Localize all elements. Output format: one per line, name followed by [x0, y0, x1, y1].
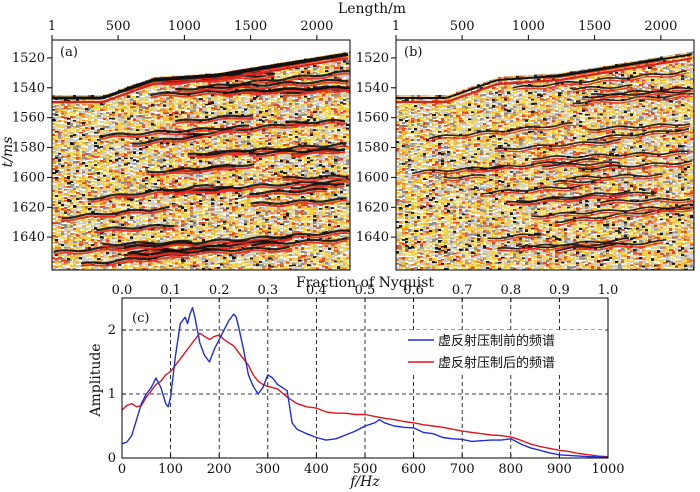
length-axis-title: Length/m	[338, 1, 406, 17]
length-tick-label: 1	[48, 19, 56, 34]
panel-b-frame	[395, 39, 695, 271]
legend-box	[402, 330, 602, 374]
frequency-tick-label: 500	[353, 462, 378, 477]
amplitude-tick-label: 0	[108, 451, 116, 466]
panel-a-frame	[51, 39, 351, 271]
amplitude-tick-label: 2	[108, 323, 116, 338]
nyquist-tick-label: 0.0	[112, 283, 133, 298]
length-tick-label: 2000	[644, 19, 677, 34]
nyquist-tick-label: 1.0	[598, 283, 619, 298]
time-tick-label: 1600	[356, 170, 389, 185]
chart-frame	[121, 297, 609, 459]
length-tick-label: 1	[392, 19, 400, 34]
time-tick-label: 1620	[12, 200, 45, 215]
time-tick-label: 1520	[12, 51, 45, 66]
frequency-tick-label: 400	[304, 462, 329, 477]
time-tick-label: 1580	[356, 141, 389, 156]
legend: 虚反射压制前的频谱 虚反射压制后的频谱	[402, 330, 602, 374]
time-axis-title: t/ms	[0, 137, 16, 168]
time-tick-label: 1640	[356, 230, 389, 245]
chart-grid	[122, 298, 608, 458]
nyquist-tick-label: 0.5	[355, 283, 376, 298]
nyquist-tick-label: 0.3	[257, 283, 278, 298]
frequency-tick-label: 600	[401, 462, 426, 477]
time-tick-label: 1560	[356, 111, 389, 126]
amplitude-tick-label: 1	[108, 387, 116, 402]
panel-b-tag-box	[402, 42, 428, 60]
frequency-tick-label: 1000	[591, 462, 624, 477]
spectrum-lines	[122, 306, 608, 458]
time-tick-label: 1620	[356, 200, 389, 215]
frequency-tick-label: 200	[207, 462, 232, 477]
nyquist-tick-label: 0.4	[306, 283, 327, 298]
nyquist-tick-label: 0.8	[500, 283, 521, 298]
legend-label-after: 虚反射压制后的频谱	[438, 355, 555, 371]
length-tick-label: 1500	[234, 19, 267, 34]
nyquist-ticks: 0.0 0.1 0.2 0.3 0.4 0.5 0.6 0.7 0.8 0.9 1.0	[112, 283, 619, 302]
panel-b-tag: (b)	[404, 45, 422, 60]
time-tick-label: 1520	[356, 51, 389, 66]
amplitude-ticks: 0 1 2	[108, 323, 126, 466]
legend-label-before: 虚反射压制前的频谱	[438, 333, 555, 349]
frequency-ticks: 0 100 200 300 400 500 600 700 800 900 1000	[118, 454, 625, 477]
panel-c-tag: (c)	[132, 311, 149, 326]
panel-a-seismic-image	[52, 40, 350, 270]
frequency-tick-label: 300	[255, 462, 280, 477]
nyquist-tick-label: 0.2	[209, 283, 230, 298]
length-tick-label: 1500	[578, 19, 611, 34]
frequency-axis-title: f/Hz	[349, 474, 380, 490]
length-tick-label: 500	[106, 19, 131, 34]
time-tick-label: 1540	[12, 81, 45, 96]
time-tick-label: 1580	[12, 141, 45, 156]
nyquist-axis-title: Fraction of Nyquist	[296, 275, 434, 291]
amplitude-axis-title: Amplitude	[88, 343, 104, 417]
length-tick-label: 2000	[300, 19, 333, 34]
panel-b-seismic-image	[396, 40, 694, 270]
time-tick-label: 1640	[12, 230, 45, 245]
length-tick-label: 500	[450, 19, 475, 34]
time-tick-label: 1540	[356, 81, 389, 96]
frequency-tick-label: 700	[450, 462, 475, 477]
panel-a-tag-box	[58, 42, 84, 60]
panel-a-tag: (a)	[60, 45, 78, 60]
panel-a-y-ticks: 1520 1540 1560 1580 1600 1620 1640	[12, 51, 52, 245]
length-tick-label: 1000	[512, 19, 545, 34]
frequency-tick-label: 900	[547, 462, 572, 477]
length-tick-label: 1000	[168, 19, 201, 34]
nyquist-tick-label: 0.7	[452, 283, 473, 298]
time-tick-label: 1600	[12, 170, 45, 185]
nyquist-tick-label: 0.9	[549, 283, 570, 298]
panel-a-x-ticks: 1 500 1000 1500 2000	[48, 19, 333, 40]
spectrum-before-line	[122, 306, 608, 458]
time-tick-label: 1560	[12, 111, 45, 126]
frequency-tick-label: 800	[498, 462, 523, 477]
nyquist-tick-label: 0.1	[160, 283, 181, 298]
frequency-tick-label: 0	[118, 462, 126, 477]
frequency-tick-label: 100	[158, 462, 183, 477]
nyquist-tick-label: 0.6	[403, 283, 424, 298]
panel-b-y-ticks: 1520 1540 1560 1580 1600 1620 1640	[356, 51, 396, 245]
panel-b-x-ticks: 1 500 1000 1500 2000	[392, 19, 677, 40]
